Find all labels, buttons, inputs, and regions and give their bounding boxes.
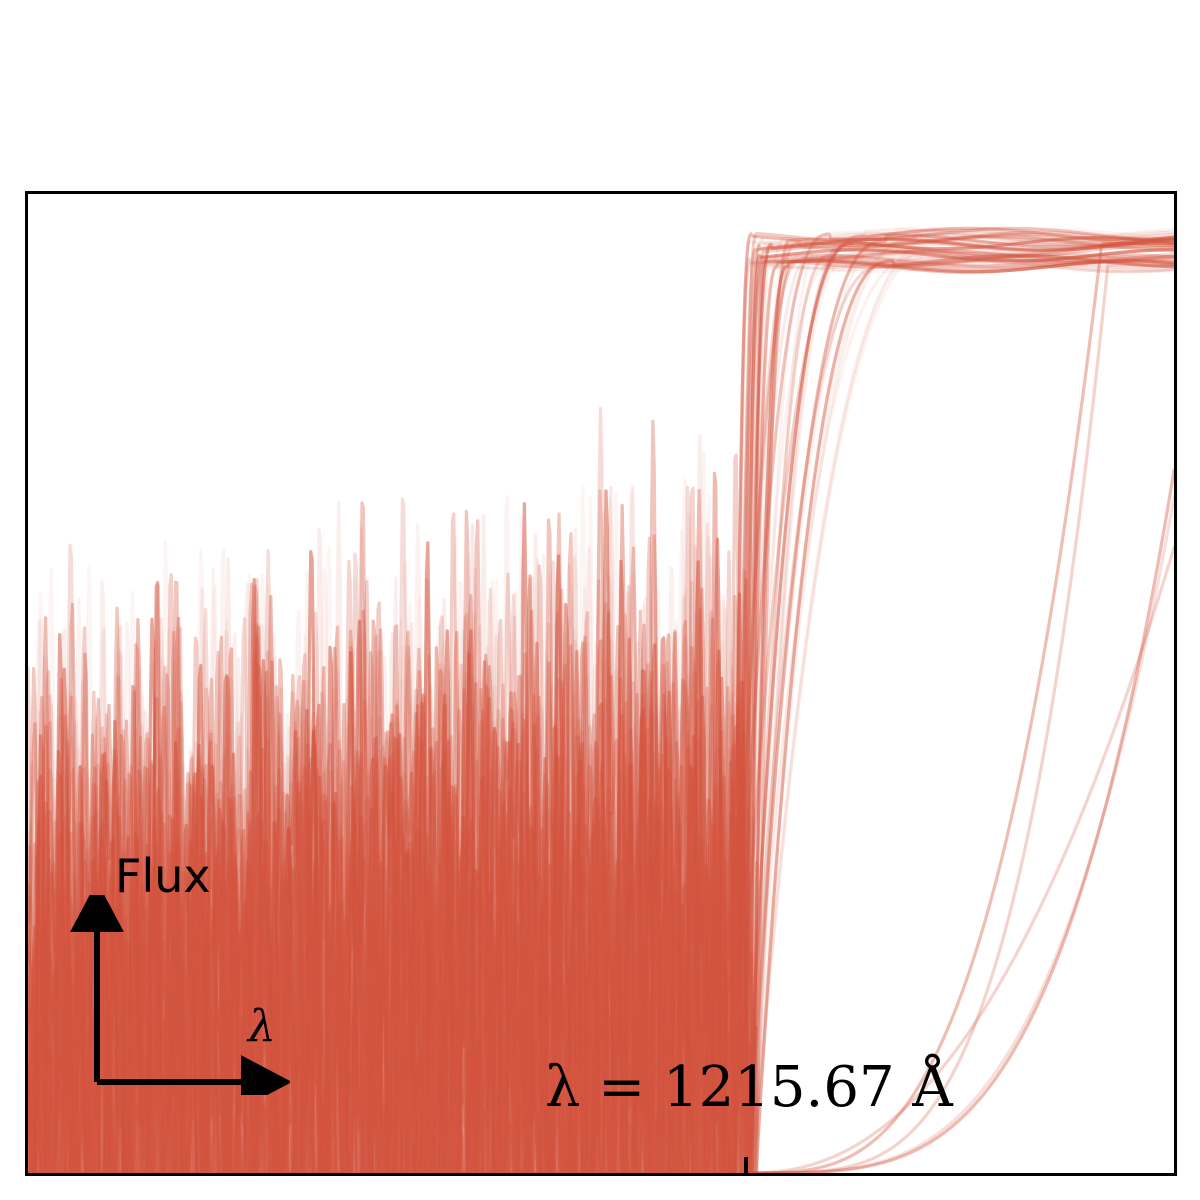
x-axis-tick-lyman-alpha: [744, 1157, 748, 1176]
spectrum-line: [28, 258, 1174, 1173]
spectrum-line: [28, 232, 1174, 1173]
spectrum-line: [28, 236, 1174, 1173]
spectrum-line: [28, 546, 1174, 1173]
spectrum-line: [28, 235, 1174, 1173]
spectrum-line: [28, 232, 1174, 1173]
spectrum-line: [28, 227, 1174, 1173]
spectrum-line: [28, 249, 1174, 1173]
spectrum-line: [28, 496, 1174, 1173]
spectrum-line: [28, 250, 1174, 1173]
spectrum-line: [28, 226, 1174, 1173]
lambda-axis-label: λ: [248, 1001, 276, 1052]
spectrum-line: [28, 226, 1174, 1173]
spectrum-line: [28, 256, 1174, 1173]
spectrum-line: [28, 259, 1174, 1173]
spectrum-line: [28, 228, 1174, 1173]
plot-frame: [25, 191, 1177, 1176]
plot-area: [28, 194, 1174, 1173]
spectrum-line: [28, 237, 1174, 1173]
spectra-lines: [28, 226, 1174, 1173]
spectrum-line: [28, 230, 1174, 1173]
spectrum-line: [28, 263, 1174, 1173]
lyman-alpha-annotation: λ = 1215.67 Å: [545, 1055, 953, 1120]
spectrum-line: [28, 241, 1174, 1173]
spectrum-line: [28, 244, 1174, 1173]
spectrum-line: [28, 259, 1174, 1173]
spectrum-line: [28, 254, 1174, 1173]
spectrum-line: [28, 235, 1174, 1173]
spectrum-line: [28, 253, 1174, 1173]
spectrum-line: [28, 468, 1174, 1173]
spectrum-line: [28, 239, 1174, 1173]
spectrum-line: [28, 258, 1174, 1173]
spectrum-line: [28, 255, 1174, 1173]
spectrum-line: [28, 249, 1174, 1173]
axis-arrows: [70, 895, 290, 1095]
spectrum-line: [28, 253, 1174, 1173]
spectrum-line: [28, 246, 1174, 1173]
flux-axis-label: Flux: [115, 849, 211, 903]
spectrum-line: [28, 241, 1174, 1173]
spectrum-line: [28, 247, 1174, 1173]
